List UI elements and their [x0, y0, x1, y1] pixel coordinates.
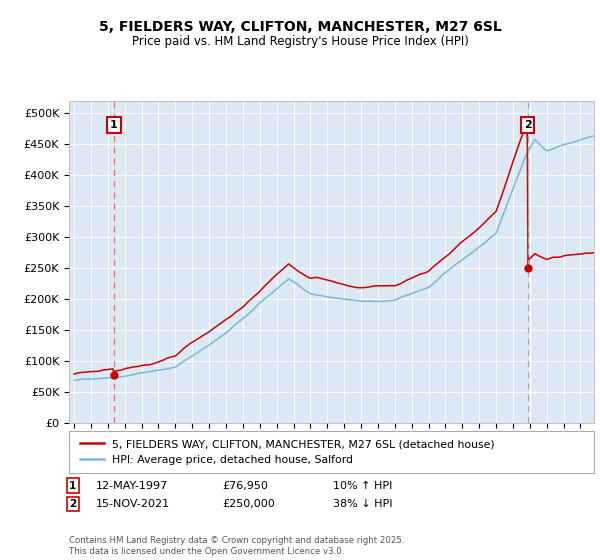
Text: £250,000: £250,000 — [222, 499, 275, 509]
Text: 5, FIELDERS WAY, CLIFTON, MANCHESTER, M27 6SL: 5, FIELDERS WAY, CLIFTON, MANCHESTER, M2… — [98, 20, 502, 34]
Text: 12-MAY-1997: 12-MAY-1997 — [96, 480, 168, 491]
Text: 1: 1 — [110, 120, 118, 130]
Text: Price paid vs. HM Land Registry's House Price Index (HPI): Price paid vs. HM Land Registry's House … — [131, 35, 469, 48]
Text: 2: 2 — [69, 499, 76, 509]
Text: 1: 1 — [69, 480, 76, 491]
Text: 15-NOV-2021: 15-NOV-2021 — [96, 499, 170, 509]
Text: Contains HM Land Registry data © Crown copyright and database right 2025.
This d: Contains HM Land Registry data © Crown c… — [69, 536, 404, 556]
Text: £76,950: £76,950 — [222, 480, 268, 491]
Legend: 5, FIELDERS WAY, CLIFTON, MANCHESTER, M27 6SL (detached house), HPI: Average pri: 5, FIELDERS WAY, CLIFTON, MANCHESTER, M2… — [80, 439, 495, 465]
Text: 10% ↑ HPI: 10% ↑ HPI — [333, 480, 392, 491]
Text: 38% ↓ HPI: 38% ↓ HPI — [333, 499, 392, 509]
Text: 2: 2 — [524, 120, 532, 130]
